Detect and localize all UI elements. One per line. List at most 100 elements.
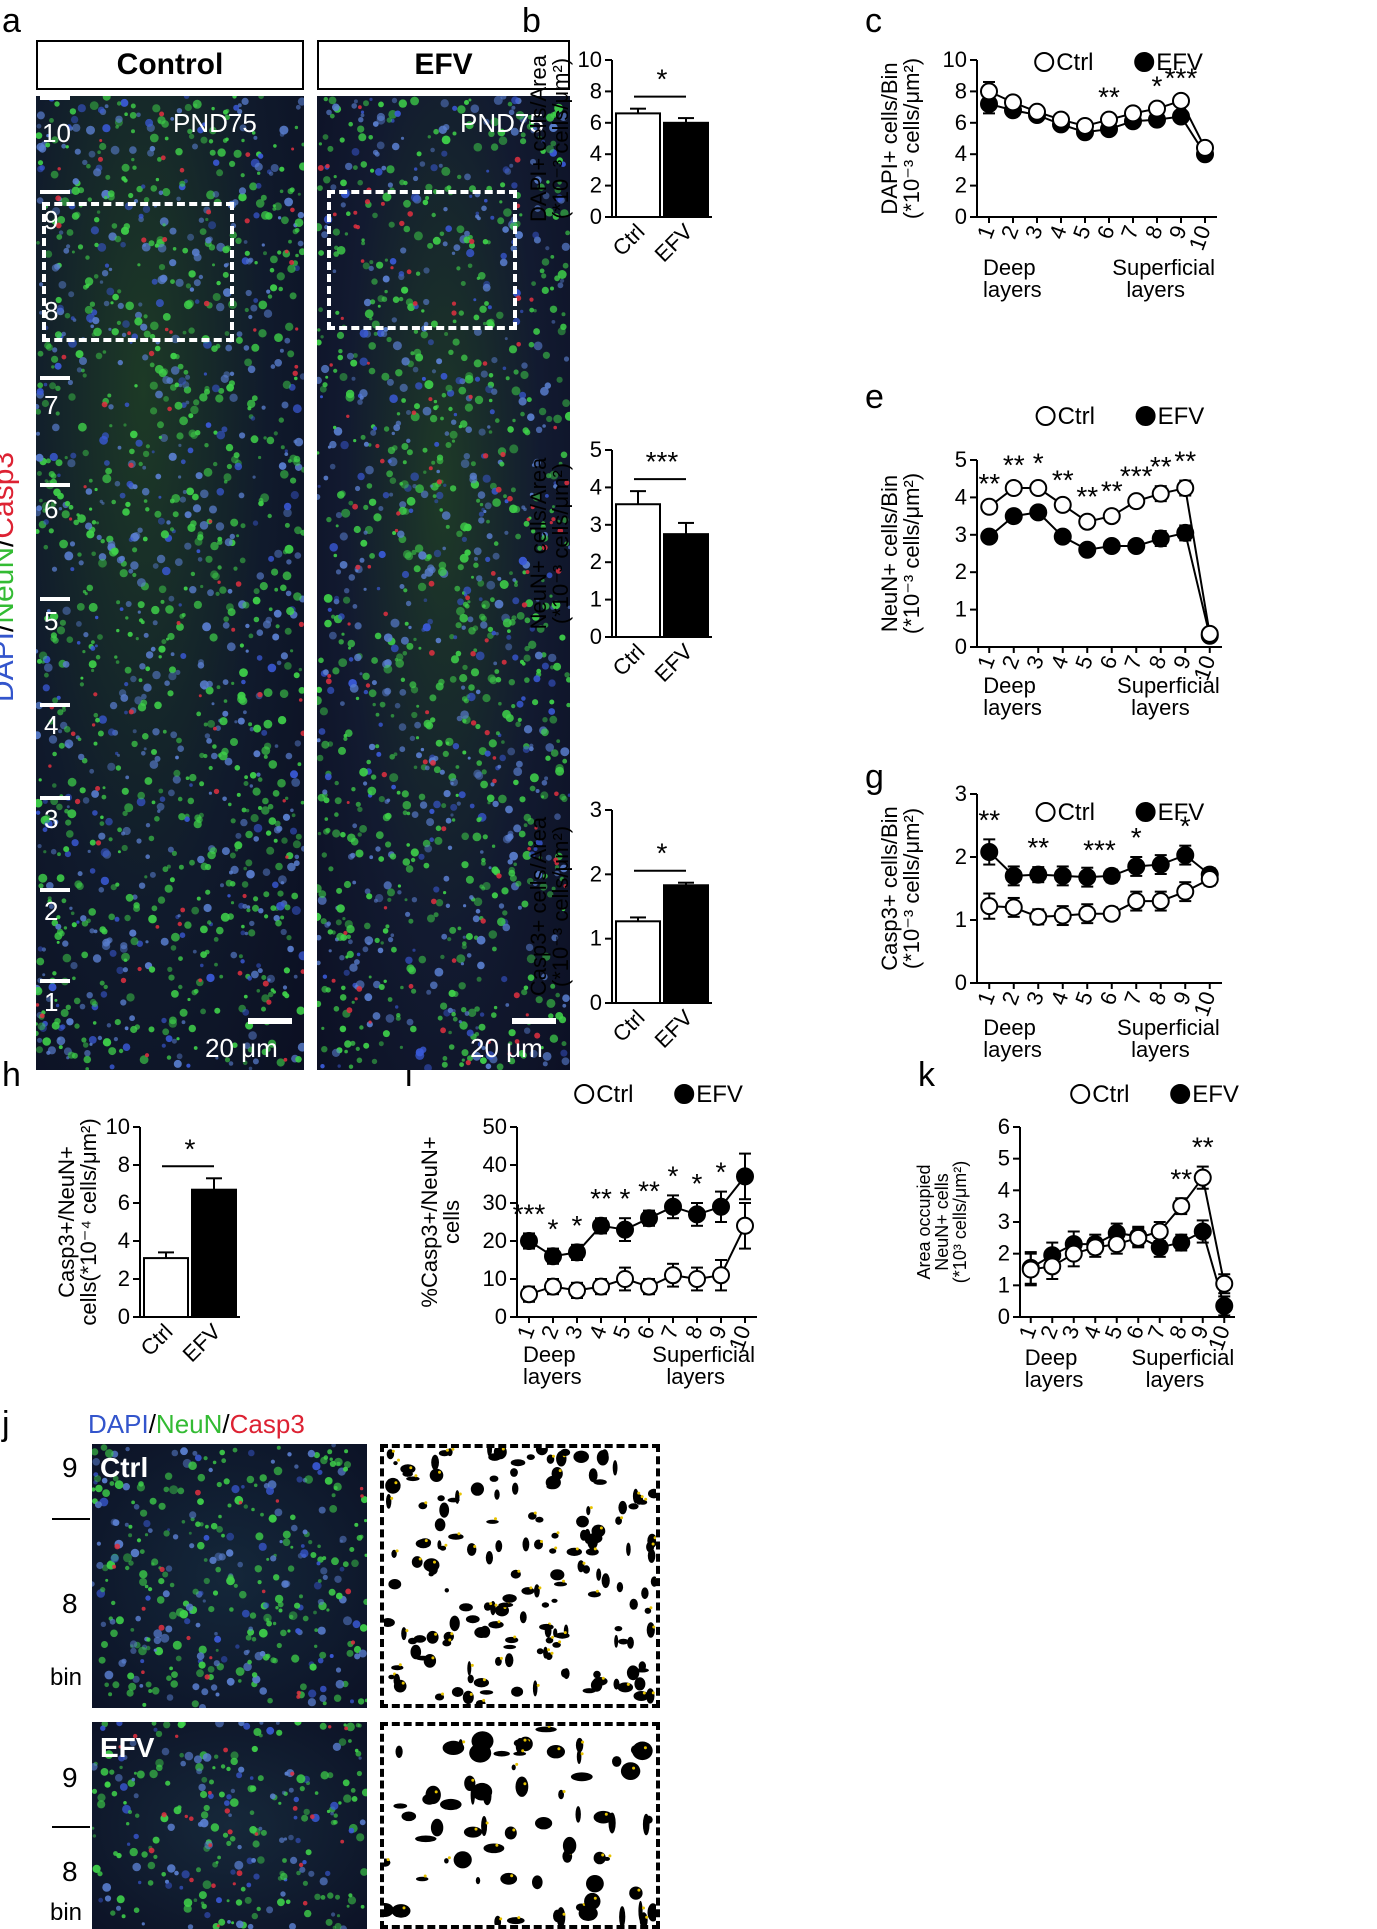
threshold-blob [535, 1516, 544, 1523]
cell-dot [485, 556, 491, 562]
x-group-label-deep: layers [983, 695, 1042, 720]
cell-dot [238, 1004, 246, 1013]
cell-dot [155, 1730, 163, 1738]
cell-dot [496, 311, 504, 319]
threshold-outline [450, 1632, 454, 1636]
cell-dot [74, 1023, 80, 1029]
cell-dot [218, 1553, 226, 1561]
cell-dot [147, 1880, 154, 1886]
threshold-blob [593, 1479, 607, 1485]
y-tick-label: 4 [998, 1177, 1010, 1202]
cell-dot [482, 834, 488, 840]
cell-dot [537, 135, 543, 141]
threshold-outline [653, 1536, 656, 1540]
cell-dot [513, 862, 517, 867]
cell-dot [352, 880, 357, 885]
threshold-outline [423, 1874, 427, 1878]
data-point-ctrl [736, 1216, 754, 1235]
j-stain-neun: NeuN [155, 1409, 223, 1439]
cell-dot [51, 1021, 60, 1030]
cell-dot [162, 1571, 169, 1578]
cell-dot [122, 810, 128, 817]
cell-dot [85, 284, 90, 288]
cell-dot [111, 1600, 116, 1606]
cell-dot [167, 690, 174, 697]
cell-dot [89, 868, 96, 874]
cell-dot [86, 584, 94, 592]
cell-dot [252, 1828, 261, 1836]
cell-dot [169, 1016, 177, 1025]
cell-dot [445, 817, 452, 824]
cell-dot [454, 585, 461, 592]
cell-dot [336, 1461, 341, 1466]
series-line-efv [1030, 1230, 1226, 1307]
cell-dot [130, 430, 138, 439]
cell-dot [165, 1780, 171, 1786]
threshold-outline [414, 1474, 418, 1478]
significance-marker: ** [1150, 451, 1172, 482]
data-point-ctrl [1004, 93, 1022, 112]
cell-dot [254, 1565, 262, 1573]
cell-dot [456, 225, 465, 234]
cell-dot [541, 728, 549, 737]
cell-dot [109, 1769, 115, 1775]
cell-dot [445, 524, 450, 529]
cell-dot [58, 230, 64, 235]
casp3-dot [501, 659, 507, 665]
cell-dot [175, 755, 179, 760]
cell-dot [197, 126, 204, 134]
cell-dot [401, 790, 409, 798]
cell-dot [551, 600, 561, 610]
cell-dot [213, 159, 220, 166]
cell-dot [510, 127, 519, 136]
threshold-blob [451, 1687, 464, 1697]
cell-dot [107, 728, 116, 736]
cell-dot [277, 1898, 285, 1907]
cell-dot [410, 472, 419, 482]
cell-dot [266, 1620, 272, 1627]
cell-dot [339, 1566, 345, 1572]
data-point-ctrl [980, 897, 999, 916]
cell-dot [36, 1030, 39, 1037]
cell-dot [317, 1657, 324, 1664]
data-point-ctrl [1124, 104, 1142, 123]
cell-dot [95, 654, 101, 660]
cell-dot [319, 1722, 327, 1730]
cell-dot [277, 1601, 284, 1608]
cell-dot [539, 882, 548, 891]
cell-dot [558, 461, 563, 466]
cell-dot [195, 1622, 201, 1628]
cell-dot [266, 289, 271, 294]
cell-dot [36, 1022, 38, 1026]
cell-dot [56, 626, 66, 635]
cell-dot [287, 862, 296, 872]
cell-dot [273, 609, 282, 618]
cell-dot [104, 1670, 114, 1680]
cell-dot [122, 967, 128, 973]
cell-dot [392, 341, 402, 351]
casp3-dot [57, 167, 61, 171]
cell-dot [475, 723, 481, 730]
cell-dot [535, 996, 543, 1004]
threshold-outline [424, 1539, 428, 1543]
cell-dot [208, 221, 217, 230]
cell-dot [209, 126, 217, 135]
cell-dot [137, 601, 145, 609]
cell-dot [507, 747, 516, 756]
threshold-blob [593, 1670, 601, 1679]
cell-dot [36, 957, 45, 966]
cell-dot [375, 846, 381, 852]
cell-dot [411, 897, 418, 903]
cell-dot [339, 561, 348, 569]
cell-dot [341, 985, 346, 991]
cell-dot [369, 97, 373, 101]
cell-dot [375, 831, 384, 839]
cell-dot [260, 194, 267, 201]
cell-dot [207, 589, 214, 597]
threshold-blob [395, 1745, 403, 1758]
threshold-blob [586, 1875, 604, 1893]
cell-dot [276, 1642, 282, 1649]
cell-dot [230, 738, 238, 746]
x-tick-label: 3 [1021, 988, 1049, 1008]
cell-dot [529, 307, 535, 313]
